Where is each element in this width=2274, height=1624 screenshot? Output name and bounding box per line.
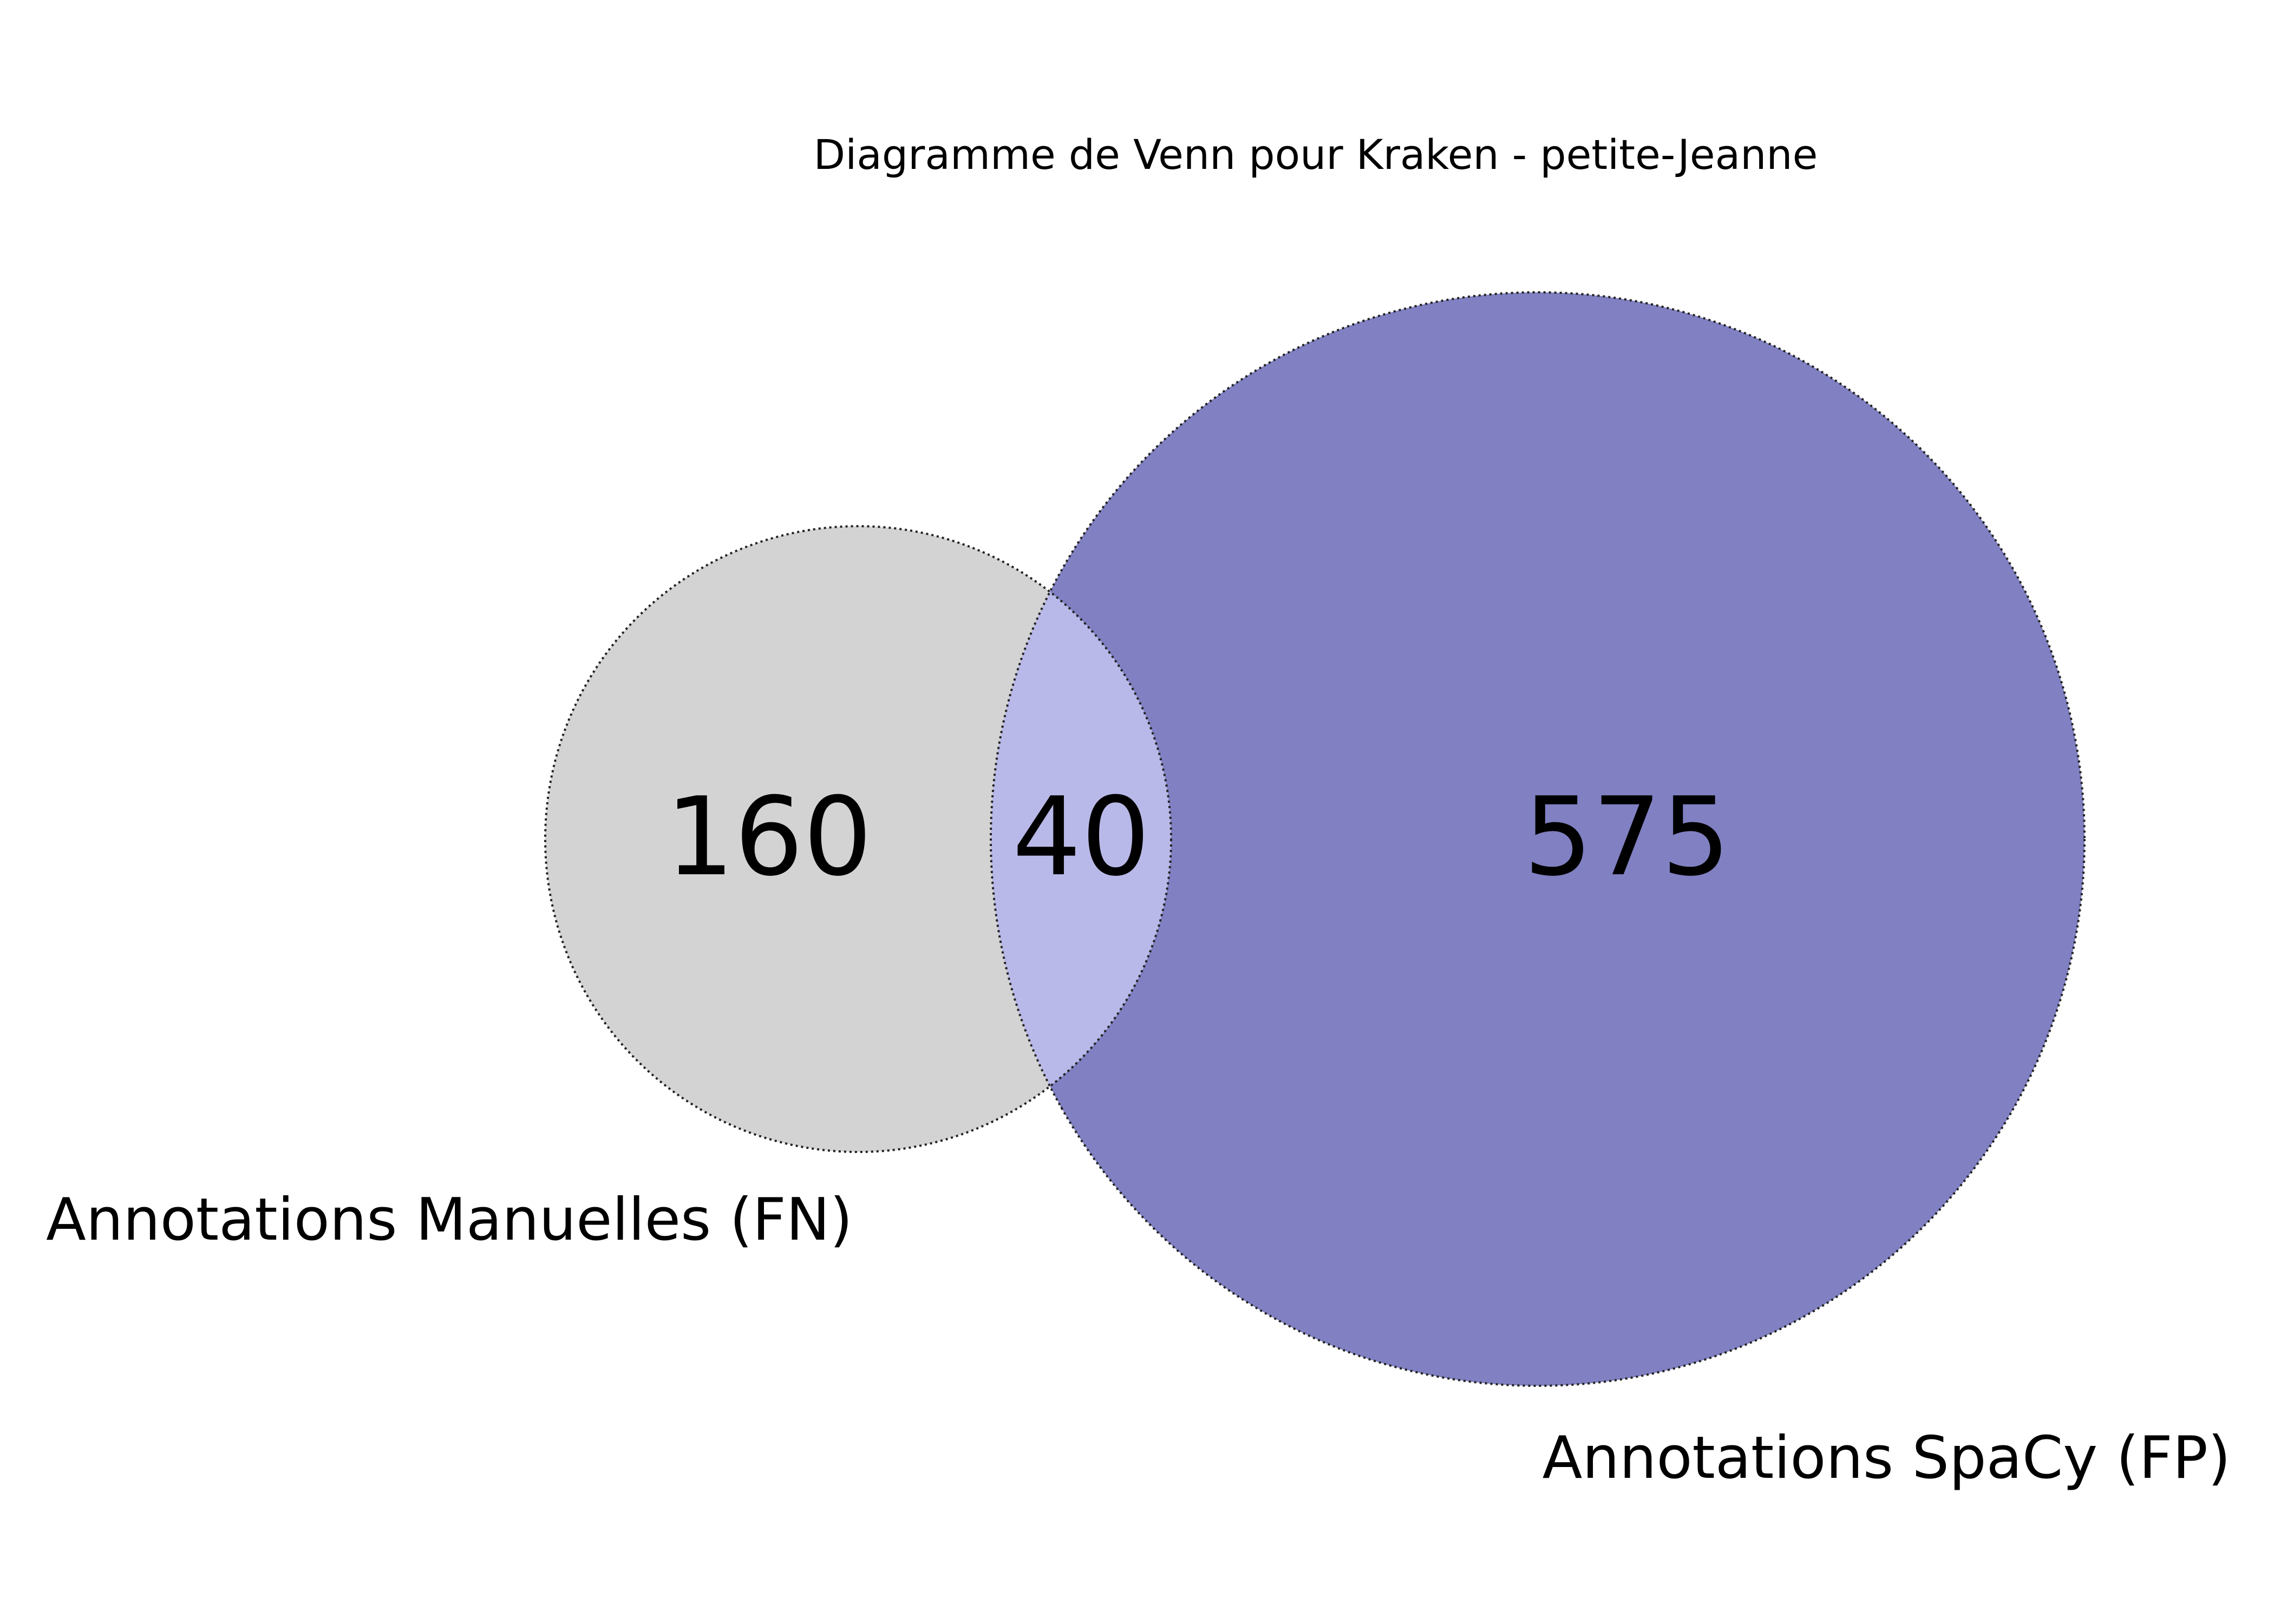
diagram-title: Diagramme de Venn pour Kraken - petite-J…: [814, 130, 1818, 179]
manual-only-count: 160: [665, 774, 872, 900]
manual-circle-outline: [544, 525, 1172, 1153]
manual-set-label: Annotations Manuelles (FN): [46, 1186, 853, 1254]
spacy-set-label: Annotations SpaCy (FP): [1543, 1424, 2231, 1492]
intersection-count: 40: [1012, 774, 1151, 900]
spacy-circle-outline: [990, 291, 2086, 1387]
spacy-annotations-circle: [991, 292, 2084, 1386]
spacy-only-count: 575: [1524, 774, 1730, 900]
